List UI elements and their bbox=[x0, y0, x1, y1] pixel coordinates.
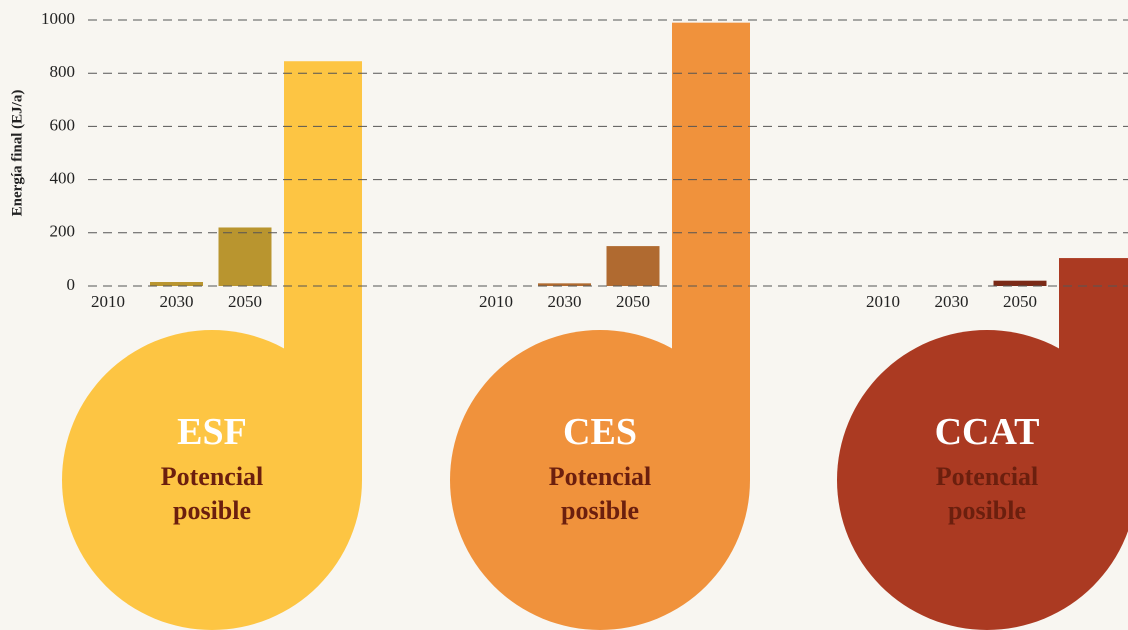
x-tick-label: 2010 bbox=[479, 292, 513, 311]
x-tick-label: 2030 bbox=[935, 292, 969, 311]
y-axis-label: Energía final (EJ/a) bbox=[9, 90, 25, 217]
potential-bar bbox=[1059, 258, 1128, 480]
y-tick-label: 800 bbox=[50, 62, 76, 81]
potential-bar bbox=[672, 22, 750, 480]
bar bbox=[218, 227, 272, 286]
x-tick-label: 2010 bbox=[866, 292, 900, 311]
bar bbox=[993, 280, 1047, 286]
group-title: ESF bbox=[177, 411, 247, 453]
x-tick-label: 2030 bbox=[160, 292, 194, 311]
group-subtitle: Potencial posible bbox=[160, 462, 264, 525]
group-title: CCAT bbox=[934, 411, 1040, 453]
group-title: CES bbox=[563, 411, 637, 453]
bar bbox=[606, 246, 660, 286]
group-subtitle: Potencial posible bbox=[935, 462, 1039, 525]
x-tick-label: 2050 bbox=[1003, 292, 1037, 311]
y-tick-label: 0 bbox=[67, 275, 76, 294]
y-tick-label: 200 bbox=[50, 222, 76, 241]
x-tick-label: 2050 bbox=[228, 292, 262, 311]
x-tick-label: 2050 bbox=[616, 292, 650, 311]
bar bbox=[150, 282, 203, 286]
y-tick-label: 600 bbox=[50, 115, 76, 134]
group-label: CES Potencial posible bbox=[500, 410, 700, 528]
potential-bar bbox=[284, 61, 362, 480]
group-label: ESF Potencial posible bbox=[112, 410, 312, 528]
potential-circle bbox=[837, 330, 1128, 630]
y-tick-label: 1000 bbox=[41, 9, 75, 28]
x-tick-label: 2030 bbox=[548, 292, 582, 311]
bar bbox=[538, 283, 591, 286]
group-subtitle: Potencial posible bbox=[548, 462, 652, 525]
y-tick-label: 400 bbox=[50, 169, 76, 188]
group-label: CCAT Potencial posible bbox=[887, 410, 1087, 528]
x-tick-label: 2010 bbox=[91, 292, 125, 311]
